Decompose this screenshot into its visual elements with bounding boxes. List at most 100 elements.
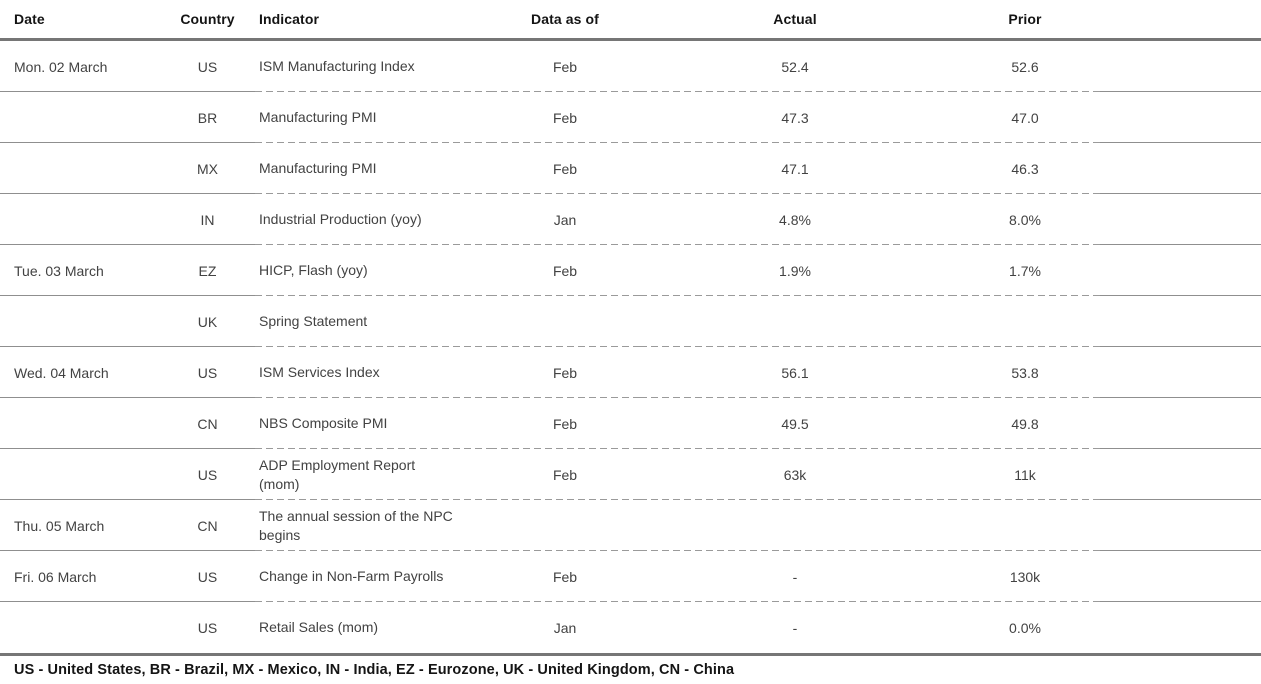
cell-actual: - [792,619,798,636]
cell-prior: 46.3 [950,143,1100,194]
cell-actual: - [640,551,950,602]
cell-indicator: Change in Non-Farm Payrolls [255,551,490,602]
cell-spacer [1100,194,1261,245]
cell-country: US [160,551,255,602]
cell-spacer [1100,398,1261,449]
cell-date: Tue. 03 March [0,245,160,296]
table-row: CN NBS Composite PMI Feb 49.5 49.8 [0,398,1261,449]
table-row: MX Manufacturing PMI Feb 47.1 46.3 [0,143,1261,194]
cell-actual [640,500,950,551]
cell-spacer [1100,500,1261,551]
cell-indicator: ISM Manufacturing Index [255,41,490,92]
cell-indicator: Manufacturing PMI [255,143,490,194]
table-row: Thu. 05 March CN The annual session of t… [0,500,1261,551]
column-header-actual: Actual [773,11,817,27]
cell-indicator: Retail Sales (mom) [259,619,379,635]
table-row: Fri. 06 March US Change in Non-Farm Payr… [0,551,1261,602]
cell-date: Wed. 04 March [0,347,160,398]
cell-data-as-of [490,500,640,551]
cell-actual: 4.8% [640,194,950,245]
cell-data-as-of: Jan [490,194,640,245]
table-row: US ADP Employment Report (mom) Feb 63k 1… [0,449,1261,500]
cell-spacer [1100,347,1261,398]
cell-spacer [1100,245,1261,296]
cell-date [0,194,160,245]
cell-country: BR [160,92,255,143]
cell-date: Mon. 02 March [0,41,160,92]
cell-actual: 47.1 [640,143,950,194]
cell-actual: 52.4 [640,41,950,92]
cell-spacer [1100,296,1261,347]
cell-date [0,143,160,194]
cell-prior: 8.0% [950,194,1100,245]
table-header-row: Date Country Indicator Data as of Actual… [0,0,1261,41]
cell-indicator: Industrial Production (yoy) [255,194,490,245]
cell-country: US [160,41,255,92]
cell-prior: 47.0 [950,92,1100,143]
cell-data-as-of: Feb [490,551,640,602]
column-header-date: Date [14,11,45,27]
cell-indicator: ISM Services Index [255,347,490,398]
table-row: US Retail Sales (mom) Jan - 0.0% [0,602,1261,653]
cell-spacer [1100,602,1261,653]
legend-text: US - United States, BR - Brazil, MX - Me… [14,662,735,678]
table-row: UK Spring Statement [0,296,1261,347]
cell-country: US [160,347,255,398]
cell-data-as-of: Feb [490,92,640,143]
cell-country: CN [160,398,255,449]
cell-indicator: NBS Composite PMI [255,398,490,449]
cell-actual: 63k [640,449,950,500]
cell-data-as-of: Feb [490,245,640,296]
cell-date [0,398,160,449]
cell-spacer [1100,449,1261,500]
cell-data-as-of [490,296,640,347]
cell-data-as-of: Feb [490,41,640,92]
cell-data-as-of: Jan [553,619,577,636]
cell-date [0,449,160,500]
table-row: Tue. 03 March EZ HICP, Flash (yoy) Feb 1… [0,245,1261,296]
column-header-prior: Prior [1008,11,1042,27]
cell-spacer [1100,92,1261,143]
cell-indicator: Spring Statement [255,296,490,347]
cell-country: US [160,449,255,500]
cell-data-as-of: Feb [490,347,640,398]
cell-spacer [1100,551,1261,602]
cell-country: IN [160,194,255,245]
cell-actual: 49.5 [640,398,950,449]
table-row: Wed. 04 March US ISM Services Index Feb … [0,347,1261,398]
cell-actual: 47.3 [640,92,950,143]
cell-actual: 56.1 [640,347,950,398]
table-body: Mon. 02 March US ISM Manufacturing Index… [0,41,1261,656]
cell-indicator: Manufacturing PMI [255,92,490,143]
cell-prior: 52.6 [950,41,1100,92]
cell-data-as-of: Feb [490,143,640,194]
cell-prior: 1.7% [950,245,1100,296]
cell-country: EZ [160,245,255,296]
column-header-indicator: Indicator [259,11,320,27]
cell-indicator: The annual session of the NPC begins [255,500,490,551]
cell-data-as-of: Feb [490,398,640,449]
cell-spacer [1100,41,1261,92]
table-row: Mon. 02 March US ISM Manufacturing Index… [0,41,1261,92]
cell-prior: 53.8 [950,347,1100,398]
cell-date [0,602,160,653]
cell-country: MX [160,143,255,194]
cell-prior [950,296,1100,347]
cell-prior [950,500,1100,551]
cell-prior: 0.0% [1009,619,1041,636]
cell-actual: 1.9% [640,245,950,296]
cell-prior: 49.8 [950,398,1100,449]
cell-prior: 11k [950,449,1100,500]
cell-date [0,92,160,143]
cell-prior: 130k [950,551,1100,602]
cell-spacer [1100,143,1261,194]
cell-date: Fri. 06 March [0,551,160,602]
cell-indicator: HICP, Flash (yoy) [255,245,490,296]
cell-date [0,296,160,347]
column-header-data-as-of: Data as of [531,11,599,27]
table-row: BR Manufacturing PMI Feb 47.3 47.0 [0,92,1261,143]
cell-date: Thu. 05 March [0,500,160,551]
cell-data-as-of: Feb [490,449,640,500]
column-header-country: Country [180,11,235,27]
cell-country: CN [160,500,255,551]
